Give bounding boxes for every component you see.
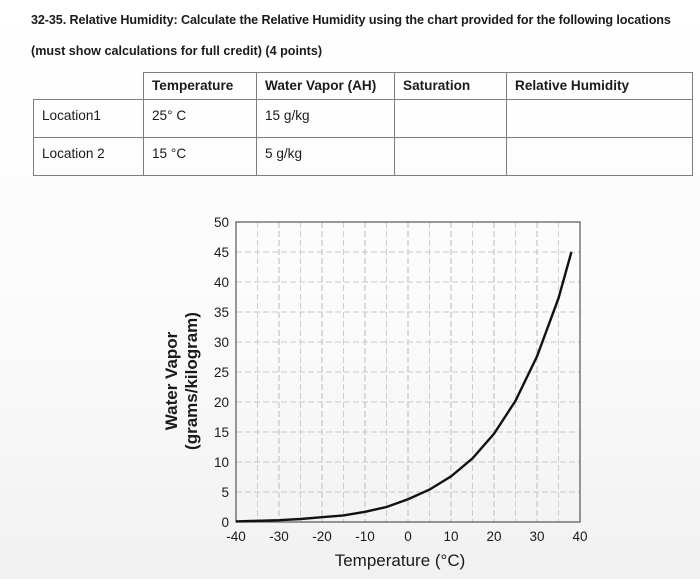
table-header-saturation: Saturation bbox=[394, 72, 507, 100]
x-tick-labels: -40 -30 -20 -10 0 10 20 30 40 bbox=[226, 529, 587, 544]
y-tick-label: 45 bbox=[214, 245, 229, 260]
table-row: Location1 25° C 15 g/kg bbox=[33, 99, 693, 138]
x-tick-label: -20 bbox=[312, 529, 332, 544]
y-tick-label: 40 bbox=[214, 275, 229, 290]
x-tick-label: 30 bbox=[529, 529, 544, 544]
y-tick-label: 20 bbox=[214, 395, 229, 410]
saturation-curve bbox=[235, 251, 573, 523]
temperature-cell: 15 °C bbox=[143, 137, 257, 176]
location-table: Temperature Water Vapor (AH) Saturation … bbox=[33, 72, 693, 176]
location-name-cell: Location1 bbox=[33, 99, 144, 138]
table-header-row: Temperature Water Vapor (AH) Saturation … bbox=[33, 72, 693, 100]
x-tick-label: 20 bbox=[486, 529, 501, 544]
table-header-temperature: Temperature bbox=[143, 72, 257, 100]
table-header-blank bbox=[33, 72, 144, 100]
y-tick-label: 5 bbox=[221, 485, 229, 500]
x-tick-label: 40 bbox=[572, 529, 587, 544]
question-subtitle: (must show calculations for full credit)… bbox=[31, 44, 323, 58]
chart-grid bbox=[236, 222, 580, 522]
x-tick-label: -30 bbox=[269, 529, 289, 544]
question-title: 32-35. Relative Humidity: Calculate the … bbox=[31, 13, 671, 27]
x-tick-label: -10 bbox=[355, 529, 375, 544]
y-tick-label: 50 bbox=[214, 215, 229, 230]
water-vapor-cell: 5 g/kg bbox=[256, 137, 395, 176]
y-axis-title-line1: Water Vapor bbox=[162, 331, 181, 430]
y-tick-labels: 0 5 10 15 20 25 30 35 40 45 50 bbox=[214, 215, 229, 530]
location-name-cell: Location 2 bbox=[33, 137, 144, 176]
y-tick-label: 0 bbox=[221, 515, 229, 530]
y-tick-label: 15 bbox=[214, 425, 229, 440]
chart-frame bbox=[235, 221, 581, 523]
y-axis-title-line2: (grams/kilogram) bbox=[182, 312, 201, 450]
x-tick-label: -40 bbox=[226, 529, 246, 544]
x-tick-label: 10 bbox=[443, 529, 458, 544]
relative-humidity-cell[interactable] bbox=[506, 137, 693, 176]
temperature-cell: 25° C bbox=[143, 99, 257, 138]
table-header-relative-humidity: Relative Humidity bbox=[506, 72, 693, 100]
water-vapor-cell: 15 g/kg bbox=[256, 99, 395, 138]
y-tick-label: 10 bbox=[214, 455, 229, 470]
y-tick-label: 25 bbox=[214, 365, 229, 380]
x-tick-label: 0 bbox=[404, 529, 412, 544]
table-row: Location 2 15 °C 5 g/kg bbox=[33, 137, 693, 176]
y-tick-label: 35 bbox=[214, 305, 229, 320]
saturation-cell[interactable] bbox=[394, 137, 507, 176]
x-axis-title: Temperature (°C) bbox=[335, 551, 466, 570]
y-tick-label: 30 bbox=[214, 335, 229, 350]
